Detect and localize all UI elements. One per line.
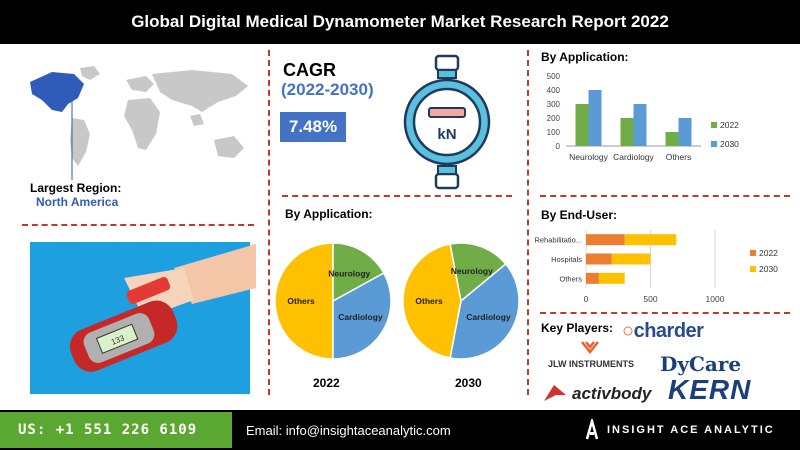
pie-chart-2030: Others Neurology Cardiology <box>402 242 520 360</box>
legend-swatch-2022 <box>711 122 717 128</box>
enduser-bar-chart: 0 500 1000 Rehabilitatio... Hospitals Others 2… <box>534 230 778 304</box>
pie-slice-others <box>274 242 334 360</box>
force-gauge-icon: kN <box>403 54 491 190</box>
cagr-label: CAGR <box>283 60 336 80</box>
x-tick-label: Cardiology <box>613 152 654 162</box>
cagr-value-badge: 7.48% <box>280 112 346 142</box>
pie-label-neurology: Neurology <box>451 266 493 276</box>
x-tick-label: Neurology <box>569 152 608 162</box>
y-tick-label: 100 <box>547 128 561 137</box>
pie-chart-2022: Others Neurology Cardiology <box>274 242 392 360</box>
pie-section-title: By Application: <box>285 207 373 221</box>
y-tick-label: Others <box>559 274 582 283</box>
x-tick-label: 0 <box>584 294 589 304</box>
bar-2022-2 <box>586 272 599 284</box>
pie-label-neurology: Neurology <box>328 269 370 279</box>
bar-2030-neurology <box>588 90 602 146</box>
footer-brand: INSIGHT ACE ANALYTIC <box>585 412 775 448</box>
brand-name: INSIGHT ACE ANALYTIC <box>607 424 775 436</box>
bar-2030-1 <box>611 253 651 265</box>
bar-2022-0 <box>586 234 625 246</box>
pie-2022-label: 2022 <box>313 376 340 390</box>
pie-label-cardiology: Cardiology <box>466 312 511 322</box>
jlw-logo-icon <box>581 341 599 355</box>
bar-2022-neurology <box>575 104 589 146</box>
pie-slice-neurology <box>449 242 507 303</box>
bar-2030-0 <box>624 234 677 246</box>
pie-label-others: Others <box>415 296 443 306</box>
x-tick-label: 1000 <box>706 294 725 304</box>
bar-2030-2 <box>598 272 625 284</box>
key-players-title: Key Players: <box>541 321 614 335</box>
y-tick-label: 400 <box>547 86 561 95</box>
y-tick-label: Hospitals <box>551 255 582 264</box>
largest-region-value: North America <box>36 195 119 209</box>
logo-jlw: JLW INSTRUMENTS <box>548 359 635 369</box>
divider-left <box>268 50 270 395</box>
enduser-chart-title: By End-User: <box>541 208 618 222</box>
page-title: Global Digital Medical Dynamometer Marke… <box>0 0 800 44</box>
legend-swatch-2022 <box>750 250 756 256</box>
hand-shape <box>174 244 256 304</box>
divider-app-bars <box>540 195 790 197</box>
activbody-logo-icon <box>544 385 566 401</box>
bar-2022-cardiology <box>620 118 634 146</box>
y-tick-label: Rehabilitatio... <box>534 236 582 245</box>
y-tick-label: 300 <box>547 100 561 109</box>
bar-2022-others <box>665 132 679 146</box>
divider-cagr <box>282 195 512 197</box>
pie-slice-others <box>402 243 462 359</box>
dynamometer-illustration: 133 <box>30 242 256 394</box>
divider-enduser <box>540 312 790 314</box>
gauge-unit-text: kN <box>437 126 456 143</box>
logo-charder: ○charder <box>622 320 704 342</box>
pie-label-others: Others <box>287 296 315 306</box>
footer-phone: US: +1 551 226 6109 <box>0 412 232 448</box>
pie-2030-label: 2030 <box>455 376 482 390</box>
bar-2030-cardiology <box>633 104 647 146</box>
x-tick-label: 500 <box>643 294 657 304</box>
world-map <box>30 66 248 180</box>
legend-label-2022: 2022 <box>759 248 778 258</box>
largest-region-label: Largest Region: <box>30 181 122 195</box>
y-tick-label: 500 <box>547 72 561 81</box>
logo-activbody: activbody <box>572 384 652 403</box>
legend-label-2022: 2022 <box>720 120 739 130</box>
brand-logo-icon <box>585 419 599 440</box>
cagr-period: (2022-2030) <box>281 80 374 99</box>
legend-label-2030: 2030 <box>720 139 739 149</box>
bar-2030-others <box>678 118 692 146</box>
device-display <box>95 323 139 354</box>
footer-email: Email: info@insightaceanalytic.com <box>246 422 451 438</box>
pie-slice-neurology <box>332 242 385 303</box>
y-tick-label: 200 <box>547 114 561 123</box>
y-tick-label: 0 <box>556 142 561 151</box>
bar-2022-1 <box>586 253 612 265</box>
application-bar-chart: 0 100 200 300 400 500 Neurology Cardiology Other… <box>547 72 740 162</box>
legend-label-2030: 2030 <box>759 264 778 274</box>
pie-label-cardiology: Cardiology <box>338 312 383 322</box>
legend-swatch-2030 <box>711 141 717 147</box>
north-america-region <box>30 72 84 112</box>
divider-region <box>22 224 254 226</box>
divider-right <box>527 50 529 395</box>
pie-slice-cardiology <box>449 262 520 360</box>
pie-slice-cardiology <box>332 272 392 360</box>
logo-dycare: DyCare <box>660 352 742 376</box>
x-tick-label: Others <box>666 152 692 162</box>
logo-kern: KERN <box>668 374 752 405</box>
legend-swatch-2030 <box>750 266 756 272</box>
bar-chart-title: By Application: <box>541 50 629 64</box>
